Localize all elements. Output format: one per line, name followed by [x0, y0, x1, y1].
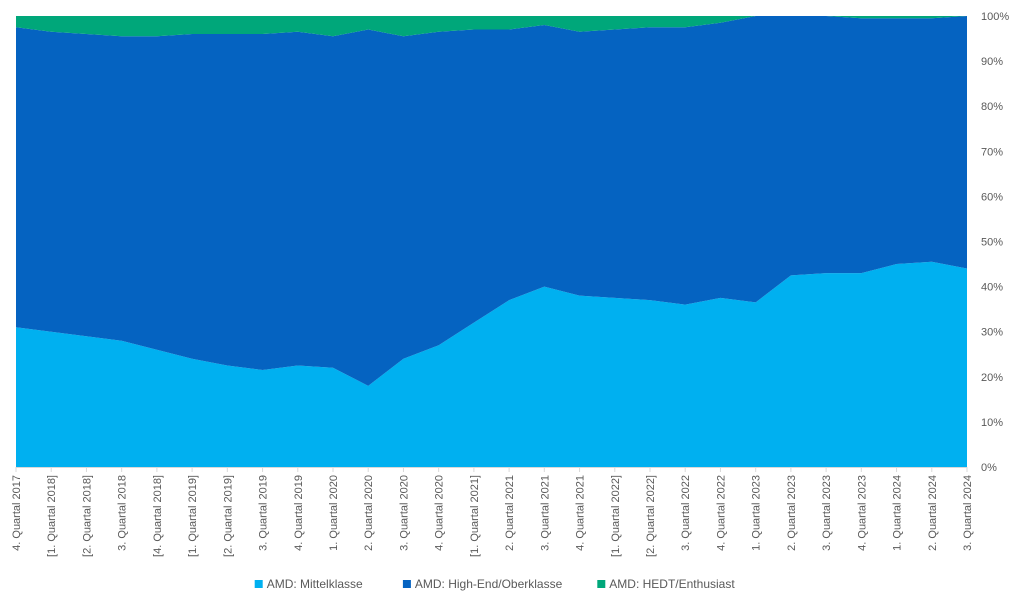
x-tick-label: 1. Quartal 2023: [751, 475, 763, 551]
x-tick-label: [4. Quartal 2018]: [152, 475, 164, 557]
legend-label: AMD: Mittelklasse: [267, 577, 363, 591]
x-tick-label: 4. Quartal 2017: [11, 475, 23, 551]
y-tick-label: 40%: [981, 282, 1003, 294]
y-tick-label: 90%: [981, 56, 1003, 68]
x-tick-label: 4. Quartal 2023: [856, 475, 868, 551]
y-tick-label: 70%: [981, 146, 1003, 158]
y-tick-label: 20%: [981, 372, 1003, 384]
y-tick-label: 100%: [981, 11, 1009, 23]
y-tick-label: 80%: [981, 101, 1003, 113]
legend-swatch: [402, 580, 411, 588]
area-series-amd-hedt-enthusiast: [16, 16, 967, 37]
x-tick-label: 1. Quartal 2020: [328, 475, 340, 551]
x-tick-label: 4. Quartal 2019: [293, 475, 305, 551]
x-tick-label: 3. Quartal 2022: [680, 475, 692, 551]
y-tick-label: 0%: [981, 462, 997, 474]
x-tick-label: 2. Quartal 2024: [927, 475, 939, 551]
y-tick-label: 10%: [981, 417, 1003, 429]
x-tick-label: [1. Quartal 2019]: [187, 475, 199, 557]
x-tick-label: [2. Quartal 2022]: [645, 475, 657, 557]
area-series-amd-high-end-oberklasse: [16, 16, 967, 386]
x-tick-label: 3. Quartal 2018: [117, 475, 129, 551]
legend-item-amd-high-end-oberklasse: AMD: High-End/Oberklasse: [402, 577, 563, 591]
x-tick-label: [1. Quartal 2021]: [469, 475, 481, 557]
x-tick-label: 2. Quartal 2020: [363, 475, 375, 551]
y-tick-label: 60%: [981, 191, 1003, 203]
area-series-amd-mittelklasse: [16, 261, 967, 467]
x-tick-label: 3. Quartal 2019: [258, 475, 270, 551]
x-axis: 4. Quartal 2017 [1. Quartal 2018] [2. Quar…: [11, 467, 974, 557]
legend-label: AMD: HEDT/Enthusiast: [609, 577, 735, 591]
x-tick-label: 3. Quartal 2023: [821, 475, 833, 551]
x-tick-label: 4. Quartal 2020: [434, 475, 446, 551]
legend-swatch: [254, 580, 263, 588]
x-tick-label: 3. Quartal 2020: [398, 475, 410, 551]
legend-swatch: [597, 580, 606, 588]
legend-item-amd-mittelklasse: AMD: Mittelklasse: [254, 577, 363, 591]
y-axis: 0% 10% 20% 30% 40% 50% 60% 70% 80% 90% 100%: [981, 11, 1009, 474]
x-tick-label: [1. Quartal 2018]: [46, 475, 58, 557]
legend: AMD: Mittelklasse AMD: High-End/Oberklass…: [254, 577, 735, 591]
x-tick-label: [2. Quartal 2018]: [81, 475, 93, 557]
legend-item-amd-hedt-enthusiast: AMD: HEDT/Enthusiast: [597, 577, 735, 591]
x-tick-label: 3. Quartal 2021: [539, 475, 551, 551]
x-tick-label: 3. Quartal 2024: [962, 475, 974, 551]
x-tick-label: 2. Quartal 2021: [504, 475, 516, 551]
x-tick-label: [2. Quartal 2019]: [222, 475, 234, 557]
x-tick-label: 2. Quartal 2023: [786, 475, 798, 551]
x-tick-label: 4. Quartal 2021: [575, 475, 587, 551]
x-tick-label: 4. Quartal 2022: [715, 475, 727, 551]
legend-label: AMD: High-End/Oberklasse: [415, 577, 563, 591]
x-tick-label: [1. Quartal 2022]: [610, 475, 622, 557]
area-layer: [16, 16, 967, 467]
y-tick-label: 30%: [981, 327, 1003, 339]
y-tick-label: 50%: [981, 237, 1003, 249]
x-tick-label: 1. Quartal 2024: [892, 475, 904, 551]
